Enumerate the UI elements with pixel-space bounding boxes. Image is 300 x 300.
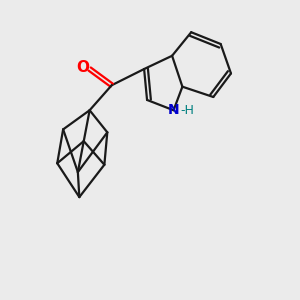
- Text: O: O: [76, 60, 89, 75]
- Text: -H: -H: [181, 104, 195, 117]
- Text: N: N: [168, 103, 179, 117]
